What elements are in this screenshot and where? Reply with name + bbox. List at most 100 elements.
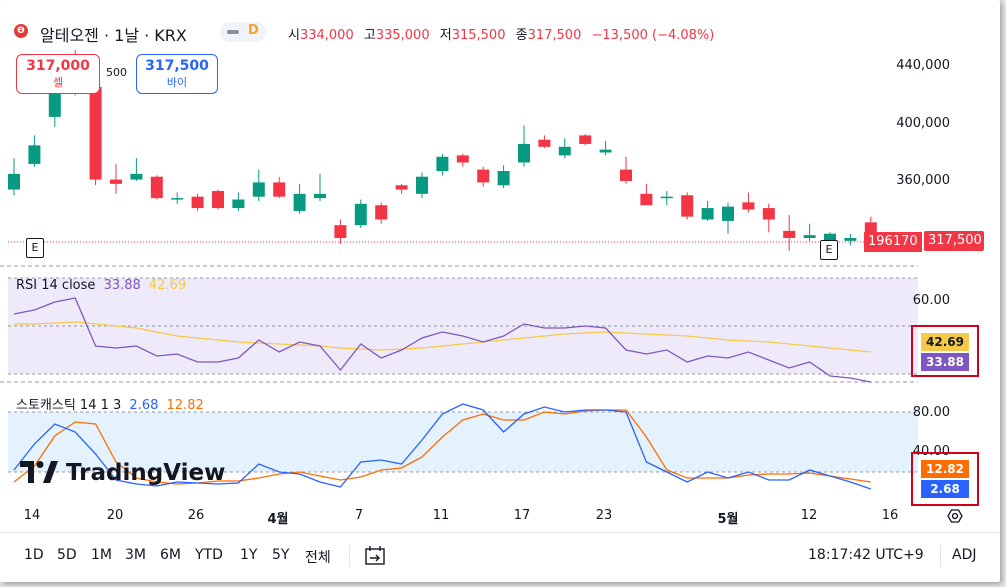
candle-body[interactable] — [742, 202, 755, 210]
candle-body[interactable] — [579, 135, 592, 144]
tradingview-logo-icon — [20, 461, 58, 483]
candle-body[interactable] — [456, 155, 469, 163]
stoch-k-value-tag: 2.68 — [921, 480, 969, 498]
earnings-marker[interactable]: E — [26, 238, 44, 258]
candle-body[interactable] — [171, 198, 184, 200]
candle-body[interactable] — [436, 156, 449, 172]
candle-body[interactable] — [110, 179, 122, 184]
candle-body[interactable] — [762, 208, 775, 220]
stoch-axis-label: 80.00 — [912, 405, 950, 420]
candle-body[interactable] — [844, 238, 857, 241]
timeframe-5d[interactable]: 5D — [57, 547, 77, 563]
candle-body[interactable] — [28, 145, 41, 164]
candle-body[interactable] — [232, 199, 245, 209]
candle-body[interactable] — [824, 233, 836, 244]
chart-canvas[interactable] — [0, 0, 1000, 532]
candle-body[interactable] — [334, 225, 347, 238]
stoch-d-legend-value: 12.82 — [166, 398, 204, 413]
date-range-icon[interactable] — [364, 545, 386, 567]
candle-body[interactable] — [416, 176, 428, 194]
candle-body[interactable] — [783, 230, 796, 238]
candle-body[interactable] — [150, 176, 163, 199]
earnings-marker[interactable]: E — [820, 240, 838, 260]
chart-header: ϴ 알테오젠 · 1날 · KRX D 시334,000 고335,000 저3… — [0, 0, 1000, 45]
candle-body[interactable] — [212, 190, 224, 209]
sell-button[interactable]: 317,000 셀 — [16, 54, 100, 94]
candle-body[interactable] — [395, 185, 408, 190]
close-value: 317,500 — [527, 28, 582, 43]
candle-body[interactable] — [8, 173, 20, 190]
stoch-axis-label: 40.00 — [912, 444, 950, 459]
candle-body[interactable] — [681, 195, 694, 217]
candle-body[interactable] — [803, 235, 816, 238]
candle-body[interactable] — [130, 173, 143, 180]
candle-body[interactable] — [599, 149, 612, 153]
buy-button[interactable]: 317,500 바이 — [136, 54, 218, 94]
date-tick: 20 — [106, 508, 124, 523]
date-axis[interactable]: 14 20 26 4월 7 11 17 23 5월 12 16 — [0, 498, 1000, 530]
stoch-value-highlight — [911, 452, 979, 506]
rsi-line — [13, 297, 871, 383]
open-label: 시 — [288, 28, 300, 43]
clock-timezone[interactable]: 18:17:42 UTC+9 — [808, 547, 924, 563]
symbol-title[interactable]: 알테오젠 · 1날 · KRX — [40, 26, 187, 45]
stoch-legend[interactable]: 스토캐스틱 14 1 3 2.68 12.82 — [16, 394, 204, 413]
sell-price: 317,000 — [26, 58, 90, 74]
candle-body[interactable] — [701, 208, 714, 220]
timeframe-1y[interactable]: 1Y — [240, 547, 258, 563]
date-tick: 12 — [800, 508, 818, 523]
date-tick: 14 — [23, 508, 41, 523]
candle-body[interactable] — [273, 182, 286, 197]
last-price-tag[interactable]: 317,500 — [924, 231, 984, 251]
timeframe-1m[interactable]: 1M — [91, 547, 112, 563]
candle-body[interactable] — [375, 205, 388, 220]
candle-body[interactable] — [314, 193, 326, 199]
candle-body[interactable] — [293, 193, 306, 211]
timeframe-3m[interactable]: 3M — [125, 547, 146, 563]
buy-price: 317,500 — [145, 58, 209, 74]
date-tick: 11 — [432, 508, 450, 523]
candle-body[interactable] — [558, 146, 571, 156]
timeframe-5y[interactable]: 5Y — [272, 547, 290, 563]
high-label: 고 — [363, 28, 376, 43]
candle-body[interactable] — [518, 143, 530, 163]
candle-body[interactable] — [354, 203, 367, 226]
sell-label: 셀 — [52, 76, 64, 89]
price-axis-label: 440,000 — [896, 58, 950, 73]
market-status-pill[interactable]: D — [220, 22, 266, 42]
stoch-k-legend-value: 2.68 — [129, 398, 159, 413]
timeframe-1d[interactable]: 1D — [24, 547, 44, 563]
candle-body[interactable] — [620, 169, 632, 181]
stoch-k-line — [13, 403, 872, 490]
timeframe-ytd[interactable]: YTD — [195, 547, 223, 563]
date-tick: 26 — [187, 508, 205, 523]
stoch-d-value-tag: 12.82 — [921, 460, 969, 478]
candle-body[interactable] — [89, 86, 102, 180]
low-value: 315,500 — [451, 28, 506, 43]
settings-gear-icon[interactable] — [947, 509, 963, 523]
toolbar-divider — [349, 545, 350, 567]
price-axis-label: 400,000 — [896, 116, 950, 131]
candle-body[interactable] — [191, 196, 204, 209]
candle-body[interactable] — [660, 196, 673, 199]
candle-body[interactable] — [252, 182, 265, 197]
bottom-toolbar: 1D 5D 1M 3M 6M YTD 1Y 5Y 전체 18:17:42 UTC… — [0, 532, 1000, 581]
candle-body[interactable] — [497, 171, 510, 186]
symbol-logo-icon[interactable]: ϴ — [14, 24, 28, 38]
rsi-value-highlight — [911, 325, 979, 377]
rsi-ma-line — [14, 321, 871, 353]
rsi-legend[interactable]: RSI 14 close 33.88 42.69 — [16, 278, 186, 293]
buy-label: 바이 — [166, 76, 188, 89]
timeframe-all[interactable]: 전체 — [305, 550, 331, 566]
candle-body[interactable] — [477, 169, 490, 183]
date-tick-month: 4월 — [267, 512, 289, 527]
rsi-legend-name: RSI 14 close — [16, 278, 96, 293]
date-tick: 16 — [881, 508, 899, 523]
candle-body[interactable] — [538, 139, 551, 147]
date-tick-month: 5월 — [717, 512, 739, 527]
adj-toggle[interactable]: ADJ — [952, 547, 977, 563]
candle-body[interactable] — [722, 206, 734, 221]
candle-body[interactable] — [640, 193, 653, 206]
timeframe-6m[interactable]: 6M — [160, 547, 181, 563]
stoch-legend-name: 스토캐스틱 14 1 3 — [16, 398, 122, 413]
